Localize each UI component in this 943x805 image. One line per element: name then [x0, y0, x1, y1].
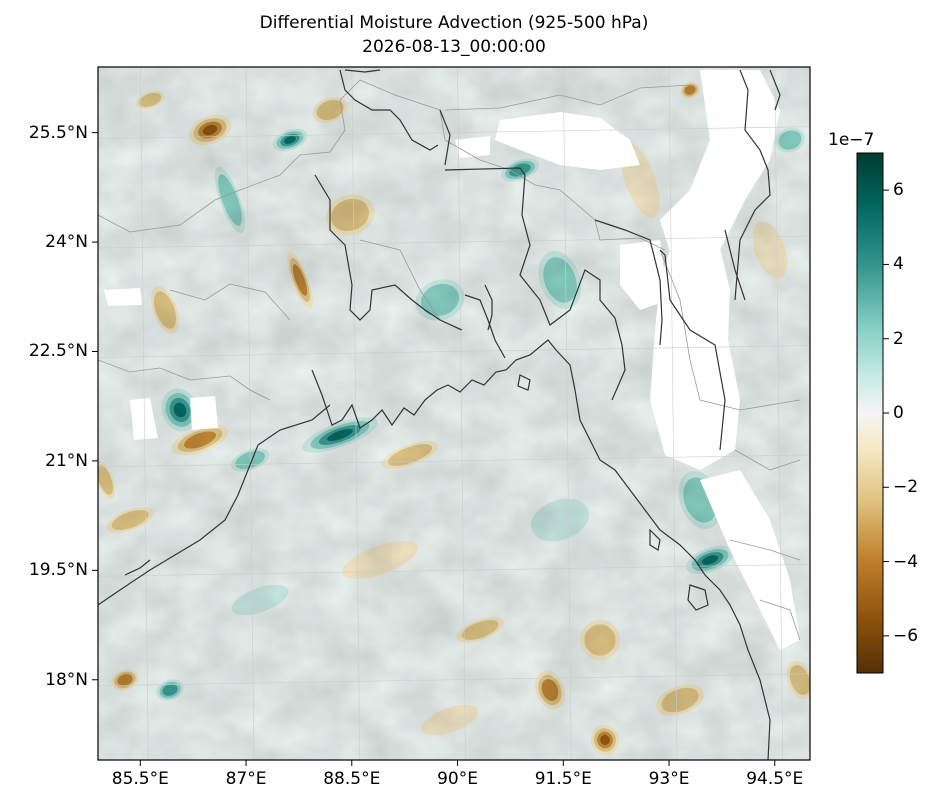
lat-tick-label: 22.5°N: [28, 341, 88, 362]
colorbar-tick-label: −6: [893, 625, 919, 646]
map-frame: [97, 66, 811, 761]
lat-tick-label: 21°N: [45, 450, 88, 471]
lon-tick-label: 94.5°E: [746, 769, 804, 789]
colorbar-multiplier: 1e−7: [828, 130, 875, 150]
colorbar-tick-label: 0: [893, 403, 904, 423]
lon-tick-label: 85.5°E: [111, 769, 169, 789]
colorbar-tick-label: 2: [893, 328, 904, 349]
colorbar-tick-label: 6: [893, 180, 904, 201]
data-field: [98, 67, 810, 760]
colorbar-tick-label: 4: [893, 254, 904, 275]
lon-tick-marks: [139, 760, 776, 766]
map-title: Differential Moisture Advection (925-500…: [259, 13, 649, 33]
lat-tick-label: 18°N: [45, 669, 88, 690]
coastline-and-boundaries: [98, 69, 781, 760]
lon-tick-label: 93°E: [648, 769, 690, 789]
gridlines: [98, 67, 810, 760]
colorbar-tick-label: −2: [893, 477, 919, 498]
colorbar-tick-label: −4: [893, 551, 919, 572]
lon-tick-label: 91.5°E: [534, 769, 592, 789]
lat-tick-marks: [92, 132, 98, 681]
lon-tick-label: 90°E: [437, 769, 478, 789]
colorbar: [856, 152, 884, 674]
lat-tick-label: 25.5°N: [28, 122, 88, 143]
lat-tick-label: 19.5°N: [28, 560, 88, 581]
lat-tick-label: 24°N: [45, 232, 88, 253]
map-timestamp: 2026-08-13_00:00:00: [362, 37, 546, 57]
lon-tick-label: 88.5°E: [323, 769, 381, 789]
colorbar-ticks: [883, 189, 889, 637]
lon-tick-label: 87°E: [225, 769, 267, 789]
